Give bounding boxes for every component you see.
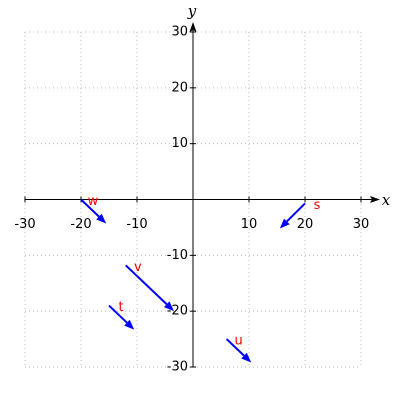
vector-head — [279, 218, 290, 229]
x-axis-label: x — [382, 191, 391, 209]
vector-head — [124, 319, 135, 330]
x-axis-arrow — [370, 196, 380, 203]
vector-head — [163, 301, 174, 312]
y-axis-label: y — [187, 2, 197, 20]
x-tick-label: -20 — [70, 217, 91, 232]
vector-label: t — [118, 300, 123, 315]
x-tick-label: -10 — [126, 217, 147, 232]
x-tick-label: 20 — [297, 217, 314, 232]
vector-head — [96, 213, 107, 224]
y-tick-label: -10 — [167, 248, 188, 263]
y-tick-label: -30 — [167, 360, 188, 375]
vector-shaft — [286, 202, 306, 223]
vector-shaft — [125, 264, 168, 306]
vector-shaft — [225, 338, 245, 357]
vector-label: v — [134, 260, 142, 275]
vector-shaft — [108, 304, 128, 324]
vector-label: w — [88, 194, 99, 209]
vector-shaft — [80, 198, 100, 218]
y-axis-arrow — [189, 22, 197, 32]
vector-label: u — [234, 334, 242, 349]
x-tick-label: -30 — [14, 217, 35, 232]
y-tick-label: 20 — [171, 80, 188, 95]
x-tick-label: 30 — [353, 217, 370, 232]
vector-head — [241, 352, 252, 363]
y-tick-label: 10 — [171, 136, 188, 151]
vector-label: s — [314, 198, 321, 213]
x-tick-label: 10 — [241, 217, 258, 232]
y-tick-label: 30 — [171, 25, 188, 40]
